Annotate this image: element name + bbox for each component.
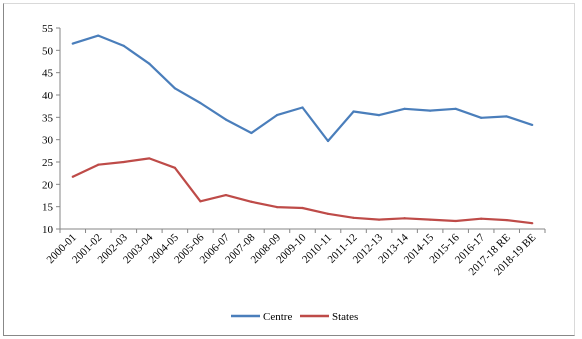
y-tick-label: 55 [42,23,54,35]
series-line-states [72,157,533,225]
series-layer [71,34,534,225]
data-point-centre [122,44,125,47]
data-point-centre [429,109,432,112]
data-point-centre [275,114,279,117]
series-line-centre [72,34,533,143]
data-point-states [377,218,381,221]
data-point-states [301,206,304,210]
data-point-states [250,200,253,203]
data-point-states [480,217,483,220]
legend: Centre States [231,311,358,323]
data-point-centre [173,87,176,90]
data-point-centre [377,114,381,117]
data-point-centre [352,110,355,113]
y-tick-label: 40 [42,90,54,102]
data-point-centre [454,107,457,110]
y-tick-label: 50 [42,45,54,57]
data-point-states [454,219,457,223]
legend-label-centre: Centre [263,311,292,323]
data-point-states [224,193,228,197]
data-point-centre [505,115,508,118]
data-point-centre [531,123,534,127]
data-point-states [531,222,534,225]
legend-label-states: States [332,311,358,323]
y-tick-label: 20 [42,179,54,191]
data-point-centre [480,116,483,119]
data-point-states [429,218,432,221]
data-point-states [71,175,74,178]
y-tick-label: 10 [42,224,54,236]
data-point-states [199,200,202,203]
data-point-states [505,218,508,222]
y-axis: 10 15 20 25 30 35 40 45 50 55 [42,23,61,236]
data-point-states [275,206,279,209]
data-point-centre [199,101,202,105]
data-point-centre [224,118,228,121]
data-point-centre [326,139,330,143]
data-point-states [97,163,100,166]
data-point-states [173,166,176,169]
y-tick-label: 45 [42,68,54,80]
data-point-states [122,160,125,164]
y-tick-label: 30 [42,135,54,147]
y-tick-label: 25 [42,157,54,169]
data-point-centre [71,42,74,45]
y-tick-label: 15 [42,202,54,214]
x-axis: 2000-012001-022002-032003-042004-052005-… [44,228,546,278]
data-point-states [352,216,355,219]
data-point-centre [148,62,151,65]
data-point-states [403,217,406,220]
y-tick-label: 35 [42,112,54,124]
data-point-centre [250,131,253,135]
data-point-centre [301,106,304,109]
data-point-centre [403,107,406,110]
data-point-centre [97,34,100,37]
data-point-states [148,157,151,160]
data-point-states [326,212,330,215]
chart-frame [3,3,575,336]
